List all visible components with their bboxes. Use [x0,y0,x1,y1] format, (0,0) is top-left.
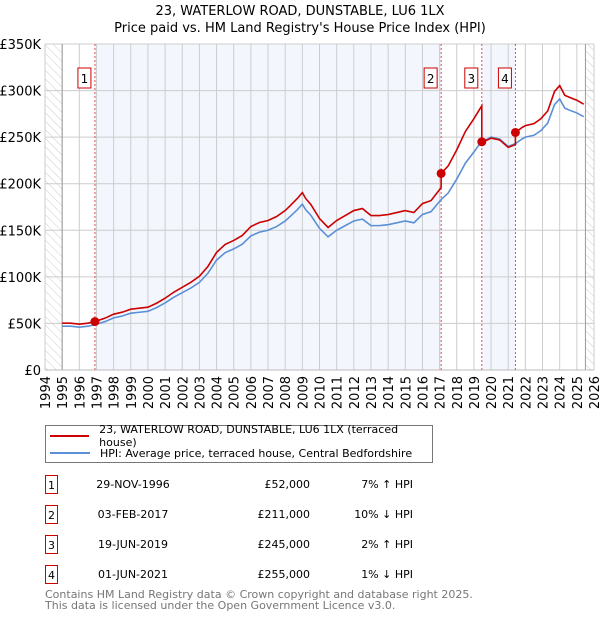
price-line [62,84,585,325]
x-tick-label: 2004 [211,376,226,409]
sale-label: 4 [501,72,509,86]
sale-point [477,137,487,147]
legend-label: 23, WATERLOW ROAD, DUNSTABLE, LU6 1LX (t… [99,423,399,449]
sale-price: £255,000 [257,568,311,581]
x-tick-label: 2023 [537,376,552,409]
legend-swatch-blue [50,452,90,454]
x-tick-label: 2019 [468,376,483,409]
chart-title: 23, WATERLOW ROAD, DUNSTABLE, LU6 1LX [155,4,445,19]
plot-area: £0 £50K £100K £150K £200K £250K £300K £350K 1994… [0,38,600,409]
legend-item-price: 23, WATERLOW ROAD, DUNSTABLE, LU6 1LX (t… [46,423,432,449]
x-tick-label: 1995 [56,376,71,409]
hpi-line [62,97,585,328]
y-tick-label: £300K [0,85,41,100]
sale-price: £211,000 [257,508,311,521]
x-tick-label: 2009 [296,376,311,409]
sale-point [436,168,446,178]
x-tick-label: 2006 [245,376,260,409]
x-tick-label: 2012 [348,376,363,409]
x-tick-label: 2026 [588,376,600,409]
x-tick-label: 1994 [39,376,54,409]
sale-hpi-diff: 1% ↓ HPI [361,568,413,581]
footer-line-1: Contains HM Land Registry data © Crown c… [45,588,473,601]
sale-point [90,317,100,327]
sale-date: 01-JUN-2021 [97,568,169,581]
x-tick-label: 2022 [519,376,534,409]
x-tick-label: 2018 [451,376,466,409]
hatch-region [45,44,63,370]
y-tick-label: £250K [0,131,41,146]
sale-label: 2 [427,72,435,86]
y-tick-label: £350K [0,38,41,53]
x-tick-label: 2024 [554,376,569,409]
y-tick-label: £150K [0,224,41,239]
footer: Contains HM Land Registry data © Crown c… [45,589,473,611]
legend-label: HPI: Average price, terraced house, Cent… [100,446,413,460]
sale-marker-badge: 1 [45,475,58,494]
x-tick-label: 2007 [262,376,277,409]
sale-price: £52,000 [264,478,311,491]
sale-row: 1 29-NOV-1996 £52,000 7% ↑ HPI [45,475,465,495]
y-tick-label: £200K [0,178,41,193]
y-tick-label: £0 [24,364,41,379]
sale-marker-badge: 2 [45,505,58,524]
x-tick-label: 2000 [142,376,157,409]
x-tick-label: 1997 [90,376,105,409]
x-tick-label: 2016 [416,376,431,409]
legend-swatch-red [50,435,90,437]
x-tick-label: 2008 [279,376,294,409]
x-tick-label: 2015 [399,376,414,409]
x-tick-label: 2005 [228,376,243,409]
chart-subtitle: Price paid vs. HM Land Registry's House … [114,21,486,36]
x-tick-label: 2021 [502,376,517,409]
sale-date: 19-JUN-2019 [97,538,169,551]
hatch-region [585,44,594,370]
legend-item-hpi: HPI: Average price, terraced house, Cent… [46,445,412,461]
x-tick-label: 2010 [314,376,329,409]
sale-label-box [423,67,438,89]
x-tick-label: 2002 [176,376,191,409]
sale-point [510,127,520,137]
sale-label-box [497,67,512,89]
sale-label: 1 [81,72,89,86]
sale-price: £245,000 [257,538,311,551]
sale-row: 2 03-FEB-2017 £211,000 10% ↓ HPI [45,505,465,525]
x-tick-label: 2020 [485,376,500,409]
y-tick-label: £50K [8,317,42,332]
footer-line-2: This data is licensed under the Open Gov… [45,599,396,612]
sale-label-box [464,67,479,89]
sale-hpi-diff: 7% ↑ HPI [361,478,413,491]
sale-label-box [77,67,92,89]
x-tick-label: 2011 [331,376,346,409]
x-tick-label: 1998 [108,376,123,409]
sale-date: 29-NOV-1996 [96,478,170,491]
sale-marker-badge: 3 [45,535,58,554]
sale-marker-badge: 4 [45,565,58,584]
x-tick-label: 2013 [365,376,380,409]
legend: 23, WATERLOW ROAD, DUNSTABLE, LU6 1LX (t… [45,423,433,463]
sale-date: 03-FEB-2017 [97,508,169,521]
sale-row: 4 01-JUN-2021 £255,000 1% ↓ HPI [45,565,465,585]
x-tick-label: 2001 [159,376,174,409]
sale-label: 3 [467,72,475,86]
ownership-shade [481,44,516,370]
sale-hpi-diff: 10% ↓ HPI [354,508,413,521]
x-tick-label: 1996 [73,376,88,409]
x-tick-label: 2003 [193,376,208,409]
sale-row: 3 19-JUN-2019 £245,000 2% ↑ HPI [45,535,465,555]
x-tick-label: 2017 [434,376,449,409]
x-tick-label: 2025 [571,376,586,409]
y-tick-label: £100K [0,271,41,286]
x-tick-label: 1999 [125,376,140,409]
x-tick-label: 2014 [382,376,397,409]
sale-hpi-diff: 2% ↑ HPI [361,538,413,551]
